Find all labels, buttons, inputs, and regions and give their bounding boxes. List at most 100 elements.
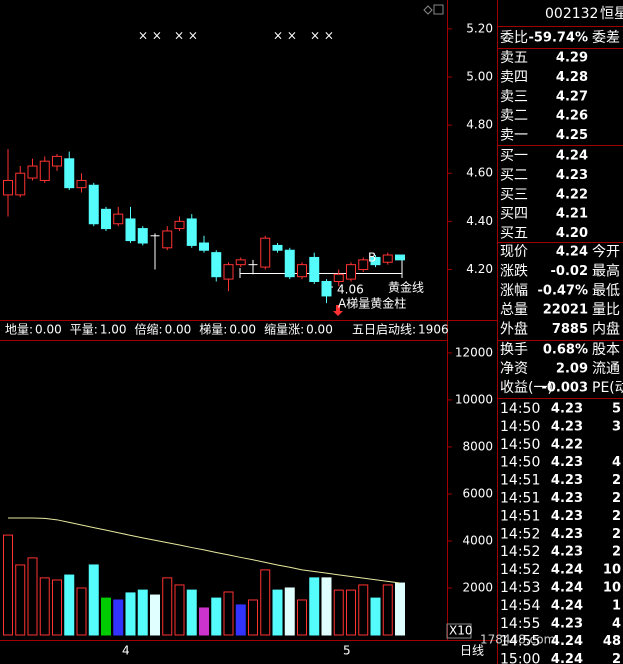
volume-bar <box>321 577 332 636</box>
book-label: 卖二 <box>500 108 528 124</box>
signal-mark: × × <box>310 29 334 43</box>
candle-body <box>101 208 111 230</box>
candle-body <box>395 254 405 261</box>
volume-bar <box>64 574 75 636</box>
candle-body <box>15 172 26 196</box>
y-tick-label: 6000 <box>462 486 493 500</box>
candle-body <box>186 218 197 246</box>
stock-name: 恒星 <box>600 6 623 22</box>
stat-value: -0.02 <box>551 264 588 279</box>
indicator-label: 倍缩: <box>135 322 163 337</box>
volume-bar <box>162 577 173 636</box>
indicator-label: 平量: <box>70 323 98 337</box>
candle-body <box>137 228 148 244</box>
trade-time: 15:00 <box>500 652 540 664</box>
stat-value: 0.68% <box>543 343 588 358</box>
volume-bar <box>395 582 405 636</box>
candle-body <box>125 218 136 242</box>
indicator-value: 1.00 <box>100 323 127 337</box>
trade-volume: 48 <box>603 634 621 649</box>
candle-body <box>235 259 246 266</box>
stat-label: 今开 <box>592 244 620 260</box>
trade-volume: 4 <box>612 455 621 470</box>
trade-price: 4.23 <box>551 455 583 470</box>
annotation: 黄金线 <box>388 280 424 295</box>
trade-price: 4.23 <box>551 509 583 524</box>
book-price: 4.25 <box>556 128 588 143</box>
stat-label: 外盘 <box>500 321 528 338</box>
volume-bar <box>15 564 26 636</box>
volume-bar <box>174 584 185 636</box>
stat-label: 净资 <box>500 361 528 377</box>
indicator-label: 梯量: <box>199 323 227 337</box>
candle-body <box>52 155 62 167</box>
candle-body <box>382 254 393 263</box>
y-tick-label: 5.00 <box>466 69 493 83</box>
trade-volume: 10 <box>603 581 621 596</box>
candle-body <box>358 259 369 270</box>
volume-bar <box>358 584 369 636</box>
volume-bar <box>284 587 295 636</box>
stat-value: 2.09 <box>556 362 588 377</box>
volume-bar <box>235 604 246 636</box>
x-tick-label: 4 <box>122 644 130 658</box>
y-tick-label: 4000 <box>462 533 493 547</box>
trade-volume: 1 <box>612 598 621 613</box>
stat-label: 换手 <box>500 341 528 358</box>
trade-price: 4.24 <box>551 581 583 596</box>
trade-price: 4.23 <box>551 402 583 417</box>
window-icons <box>423 4 444 15</box>
candle-body <box>223 264 234 280</box>
volume-bar <box>39 577 50 636</box>
trade-time: 14:55 <box>500 616 540 632</box>
book-price: 4.29 <box>556 51 588 66</box>
trade-volume: 10 <box>603 563 621 578</box>
stat-value: 4.24 <box>556 245 588 260</box>
annotation: B <box>368 251 376 265</box>
candle-body <box>27 165 38 179</box>
trade-price: 4.24 <box>551 563 583 578</box>
trade-time: 14:50 <box>500 455 540 471</box>
candle-body <box>284 249 295 278</box>
stat-value: -0.003 <box>541 381 588 396</box>
signal-mark: × × <box>273 29 297 43</box>
volume-bar <box>382 584 393 636</box>
volume-bar <box>113 599 124 636</box>
trade-time: 14:54 <box>500 598 540 614</box>
volume-bar <box>309 577 320 636</box>
stat-label: 涨跌 <box>500 263 528 279</box>
trade-time: 14:51 <box>500 508 540 524</box>
indicator-value: 1906 <box>418 323 449 337</box>
volume-bar <box>260 569 271 636</box>
trade-volume: 2 <box>612 545 621 560</box>
candle-body <box>39 160 50 181</box>
annotation: A梯量黄金柱 <box>338 296 406 311</box>
stat-value: 22021 <box>543 303 588 318</box>
candle-body <box>321 281 332 297</box>
y-tick-label: 10000 <box>455 392 493 406</box>
trade-time: 14:55 <box>500 634 540 650</box>
zoom-box <box>446 623 472 639</box>
trade-time: 14:51 <box>500 491 540 507</box>
stat-value: 7885 <box>552 322 588 337</box>
book-price: 4.27 <box>556 89 588 104</box>
volume-bar <box>76 587 87 636</box>
stat-label: 现价 <box>500 244 528 260</box>
candle-body <box>272 244 283 251</box>
volume-ma <box>8 517 401 584</box>
trade-time: 14:50 <box>500 437 540 453</box>
trade-price: 4.23 <box>551 473 583 488</box>
stock-code: 002132 <box>545 6 598 22</box>
book-price: 4.26 <box>556 109 588 124</box>
trade-volume: 2 <box>612 652 621 664</box>
book-label: 买四 <box>500 206 528 222</box>
trade-volume: 2 <box>612 527 621 542</box>
volume-bar <box>248 599 258 636</box>
candle-body <box>370 256 381 266</box>
stat-label: 股本 <box>592 342 620 358</box>
signal-mark: × × <box>174 29 198 43</box>
trade-time: 14:50 <box>500 419 540 435</box>
volume-bar <box>27 557 38 636</box>
x-tick-label: 5 <box>343 644 351 658</box>
